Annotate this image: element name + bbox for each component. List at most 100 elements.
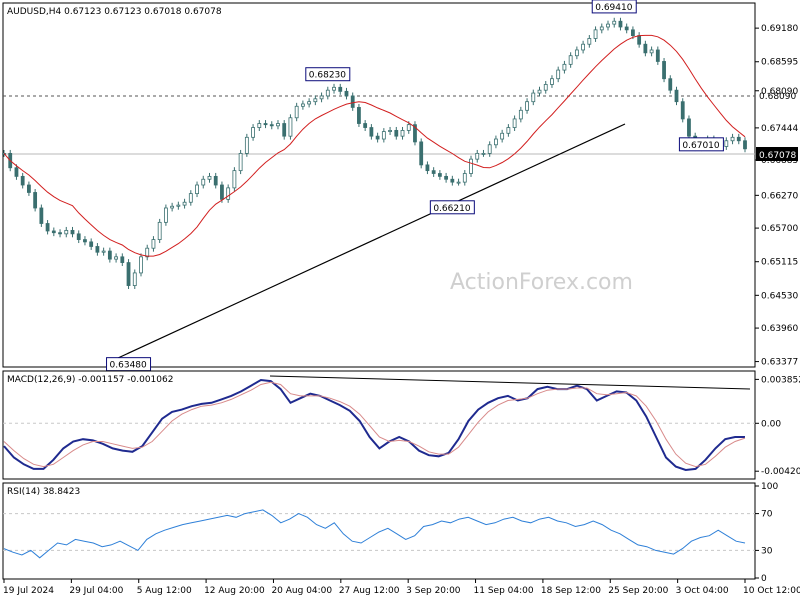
candle-body [45, 223, 50, 232]
candle-body [226, 187, 231, 200]
level-line-label: 0.68090 [759, 92, 796, 102]
candle-body [537, 89, 542, 94]
annotation-label: 0.63480 [110, 361, 147, 371]
candle-body [64, 229, 69, 235]
candle-body [506, 127, 511, 134]
candle-body [300, 103, 305, 107]
candle-body [437, 173, 442, 177]
candle-body [736, 136, 741, 142]
price-tick-label: 0.63960 [761, 324, 798, 334]
candle-body [369, 127, 374, 137]
price-tick-label: 0.65115 [761, 258, 798, 268]
candle-body [120, 256, 125, 263]
annotation-label: 0.66210 [433, 204, 470, 214]
ma-line-path [3, 34, 746, 257]
rsi-tick-label: 0 [761, 574, 767, 584]
candle-body [132, 272, 137, 286]
candle-body [307, 101, 312, 105]
x-tick-label: 3 Oct 04:00 [676, 586, 729, 596]
candle-body [375, 135, 380, 140]
candle-body [182, 201, 187, 206]
moving-average [3, 34, 746, 257]
candle-body [101, 250, 106, 253]
x-tick-label: 29 Jul 04:00 [69, 586, 123, 596]
candle-body [674, 89, 679, 103]
macd-trendline [269, 375, 751, 390]
candle-body [107, 250, 112, 260]
candle-body [95, 246, 100, 253]
candle-body [83, 239, 87, 243]
candle-body [282, 123, 287, 137]
rsi-tick-label: 70 [761, 510, 773, 520]
annotation-box [305, 67, 351, 82]
candle-body [425, 164, 430, 172]
price-tick-label: 0.67444 [761, 124, 798, 134]
candle-body [562, 63, 567, 71]
rsi-tick-label: 30 [761, 546, 773, 556]
candle-body [462, 173, 467, 183]
candle-body [201, 178, 206, 186]
candle-body [350, 95, 355, 108]
candle-body [39, 207, 44, 224]
candle-body [518, 109, 523, 120]
price-tick-label: 0.64530 [761, 291, 798, 301]
price-panel-header: AUDUSD,H4 0.67123 0.67123 0.67018 0.6707… [7, 7, 222, 17]
candle-body [643, 43, 648, 54]
candle-body [319, 95, 324, 100]
candle-body [114, 256, 118, 260]
annotation-label: 0.67010 [682, 141, 719, 151]
macd-axis: 0.003852 0.00 -0.004204 [3, 375, 800, 477]
candle-body [606, 23, 610, 28]
candle-body [313, 98, 318, 103]
x-tick-label: 10 Oct 12:00 [743, 586, 800, 596]
current-price-label: 0.67078 [759, 151, 796, 161]
candle-body [363, 123, 368, 128]
candle-body [631, 29, 635, 37]
candle-body [157, 221, 162, 240]
candle-body [543, 84, 548, 91]
candle-body [257, 123, 262, 128]
price-panel-frame [2, 2, 756, 368]
candle-body [195, 184, 199, 195]
candle-body [550, 78, 554, 85]
x-tick-label: 20 Aug 04:00 [271, 586, 332, 596]
price-tick-label: 0.68090 [761, 87, 798, 97]
candle-body [381, 131, 386, 140]
candle-body [431, 170, 436, 174]
x-axis: 19 Jul 2024 29 Jul 04:00 5 Aug 12:00 12 Aug… [3, 579, 800, 596]
candle-body [724, 140, 729, 147]
candle-body [531, 92, 536, 103]
candle-body [475, 152, 480, 160]
candle-body [20, 175, 25, 186]
candle-body [145, 247, 150, 258]
candle-body [512, 118, 517, 128]
rsi-series [3, 509, 746, 559]
candle-body [288, 117, 293, 137]
candle-body [556, 69, 561, 80]
candle-body [51, 230, 56, 234]
price-tick-label: 0.69180 [761, 24, 798, 34]
candle-body [413, 124, 417, 143]
candle-body [176, 204, 181, 207]
price-tick-label: 0.63377 [761, 358, 798, 368]
candle-body [207, 175, 212, 180]
current-price-label-bg [756, 147, 798, 161]
candle-body [450, 178, 455, 183]
candle-body [481, 152, 486, 155]
candle-body [599, 26, 604, 31]
x-tick-label: 3 Sep 20:00 [406, 586, 461, 596]
annotation-label: 0.68230 [309, 71, 346, 81]
candle-body [419, 141, 424, 166]
price-tick-label: 0.65700 [761, 224, 798, 234]
candle-body [406, 124, 411, 131]
candle-body [151, 239, 156, 249]
candle-body [220, 184, 224, 200]
candle-body [89, 241, 94, 247]
candle-body [612, 20, 617, 25]
candle-body [687, 118, 691, 137]
candle-body [487, 144, 492, 154]
candle-body [325, 89, 330, 97]
price-tick-label: 0.66270 [761, 191, 798, 201]
x-tick-label: 12 Aug 20:00 [204, 586, 265, 596]
